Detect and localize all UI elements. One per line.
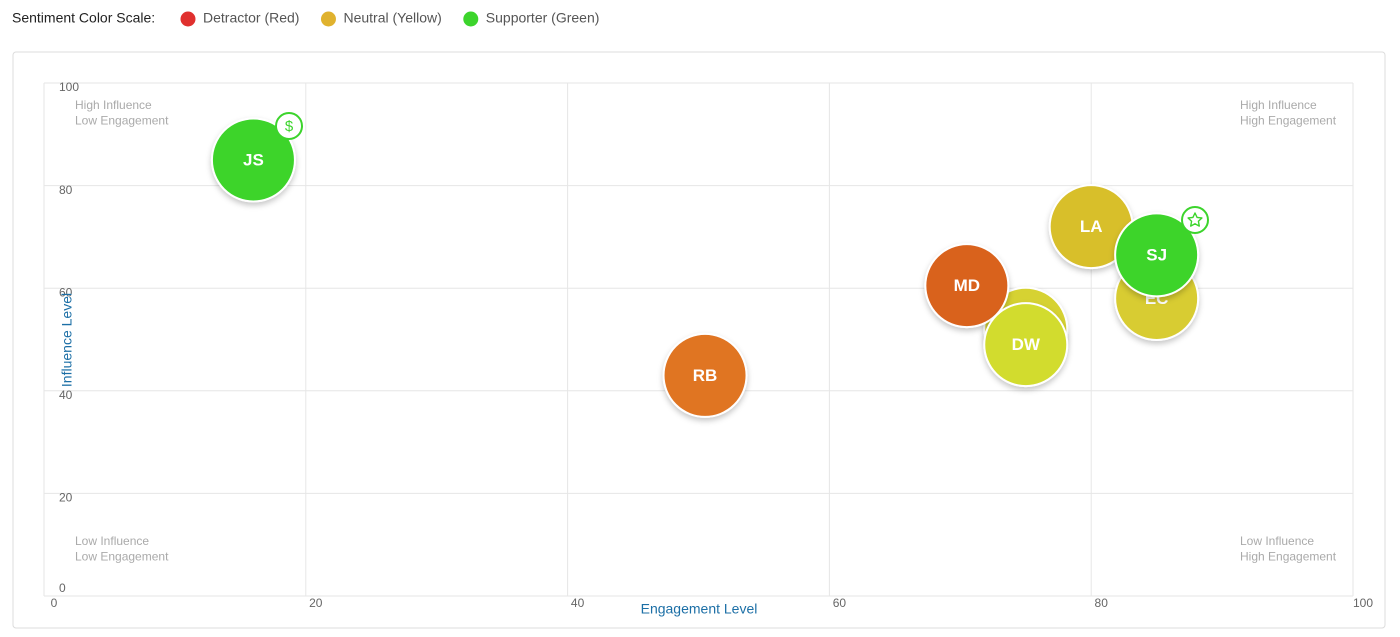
quadrant-label: Low Engagement [75, 550, 169, 564]
bubble [924, 243, 1010, 329]
x-tick-label: 80 [1095, 596, 1109, 610]
bubble-label: JS [243, 150, 264, 169]
x-tick-label: 0 [51, 596, 58, 610]
badge-dollar: $ [275, 112, 303, 140]
legend-swatch [320, 11, 336, 27]
y-tick-label: 100 [59, 80, 79, 94]
legend-label: Detractor (Red) [203, 10, 299, 26]
legend-title: Sentiment Color Scale: [12, 10, 155, 26]
svg-text:$: $ [285, 118, 294, 135]
legend-label: Supporter (Green) [486, 10, 600, 26]
bubble [1114, 212, 1200, 298]
quadrant-label: High Engagement [1240, 114, 1337, 128]
x-axis-label: Engagement Level [641, 601, 758, 617]
legend-swatch [180, 11, 196, 27]
y-tick-label: 20 [59, 491, 73, 505]
quadrant-label: Low Influence [1240, 534, 1314, 548]
bubble [983, 302, 1069, 388]
bubble-label: LA [1080, 217, 1103, 236]
y-tick-label: 40 [59, 388, 73, 402]
bubble [662, 332, 748, 418]
x-tick-label: 100 [1353, 596, 1373, 610]
bubble [210, 117, 296, 203]
quadrant-label: Low Engagement [75, 114, 169, 128]
legend-swatch [463, 11, 479, 27]
x-tick-label: 20 [309, 596, 323, 610]
quadrant-label: Low Influence [75, 534, 149, 548]
bubble-label: MD [954, 276, 980, 295]
bubble-label: DW [1012, 335, 1041, 354]
y-tick-label: 60 [59, 285, 73, 299]
quadrant-label: High Engagement [1240, 550, 1337, 564]
y-axis-label: Influence Level [59, 293, 75, 387]
bubble-label: RB [693, 366, 718, 385]
legend-label: Neutral (Yellow) [343, 10, 441, 26]
quadrant-labels: High Influence Low Engagement High Influen… [75, 98, 1337, 564]
bubble-label: SJ [1146, 245, 1167, 264]
x-tick-label: 40 [571, 596, 585, 610]
quadrant-label: High Influence [1240, 98, 1317, 112]
legend: Detractor (Red) Neutral (Yellow) Supporter… [180, 10, 600, 27]
x-tick-label: 60 [833, 596, 847, 610]
y-tick-label: 0 [59, 581, 66, 595]
badge-star [1181, 206, 1209, 234]
y-tick-label: 80 [59, 183, 73, 197]
grid: 0 20 40 60 80 100 0 20 40 60 80 100 [43, 80, 1373, 610]
quadrant-label: High Influence [75, 98, 152, 112]
